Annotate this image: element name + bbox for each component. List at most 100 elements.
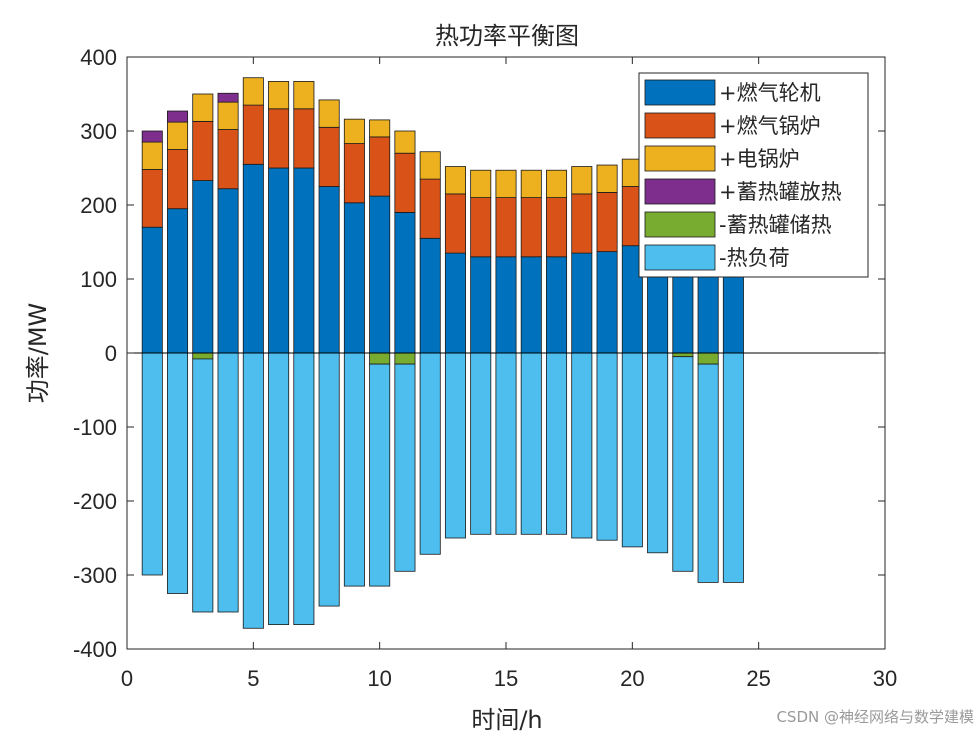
bar-6-t12 <box>419 352 441 555</box>
legend-swatch <box>644 211 716 238</box>
bar-6-t17 <box>546 352 568 535</box>
bar-6-t4 <box>217 352 239 613</box>
bar-3-t19 <box>596 164 618 193</box>
bar-2-t15 <box>495 197 517 258</box>
bar-1-t16 <box>520 256 542 354</box>
bar-3-t1 <box>141 141 163 170</box>
bar-1-t8 <box>318 186 340 354</box>
bar-5-t3 <box>192 352 214 360</box>
x-axis-label: 时间/h <box>471 706 542 734</box>
bar-6-t18 <box>571 352 593 539</box>
bar-6-t23 <box>697 363 719 583</box>
bar-6-t2 <box>167 352 189 594</box>
y-tick-label: -300 <box>73 563 117 588</box>
bar-2-t7 <box>293 108 315 169</box>
bar-3-t3 <box>192 93 214 122</box>
bar-1-t15 <box>495 256 517 354</box>
bar-1-t1 <box>141 226 163 354</box>
bar-5-t11 <box>394 352 416 365</box>
legend-label: +蓄热罐放热 <box>719 180 842 204</box>
bar-6-t3 <box>192 358 214 613</box>
x-tick-label: 25 <box>746 666 770 691</box>
bar-4-t1 <box>141 130 163 143</box>
bar-4-t4 <box>217 92 239 103</box>
legend-label: -蓄热罐储热 <box>719 213 832 237</box>
bar-6-t6 <box>268 352 290 625</box>
y-tick-label: 400 <box>80 45 117 70</box>
bar-6-t8 <box>318 352 340 607</box>
bar-3-t12 <box>419 151 441 180</box>
y-tick-label: -200 <box>73 489 117 514</box>
bar-6-t1 <box>141 352 163 576</box>
bar-2-t13 <box>444 193 466 254</box>
bar-3-t18 <box>571 166 593 195</box>
legend-swatch <box>644 79 716 106</box>
bar-1-t19 <box>596 251 618 354</box>
bar-2-t6 <box>268 108 290 169</box>
bar-6-t16 <box>520 352 542 535</box>
bar-3-t17 <box>546 169 568 199</box>
bar-3-t8 <box>318 99 340 128</box>
y-tick-label: -100 <box>73 415 117 440</box>
bar-3-t5 <box>242 77 264 106</box>
bar-2-t11 <box>394 152 416 213</box>
bar-1-t14 <box>470 256 492 354</box>
bar-1-t6 <box>268 167 290 354</box>
bar-6-t9 <box>343 352 365 587</box>
bar-2-t5 <box>242 104 264 165</box>
bar-2-t17 <box>546 197 568 258</box>
bar-1-t12 <box>419 237 441 354</box>
y-tick-label: 100 <box>80 267 117 292</box>
bar-2-t19 <box>596 192 618 253</box>
x-axis: 0 5 10 15 20 25 30 <box>121 57 897 691</box>
bar-2-t18 <box>571 193 593 254</box>
x-tick-label: 5 <box>247 666 259 691</box>
bar-3-t9 <box>343 118 365 144</box>
bar-1-t18 <box>571 252 593 354</box>
bar-1-t10 <box>369 195 391 354</box>
bar-3-t7 <box>293 81 315 110</box>
bar-6-t5 <box>242 352 264 629</box>
bar-3-t2 <box>167 121 189 150</box>
bar-1-t5 <box>242 163 264 354</box>
y-tick-label: 200 <box>80 193 117 218</box>
x-tick-label: 15 <box>494 666 518 691</box>
x-tick-label: 30 <box>873 666 897 691</box>
bar-1-t9 <box>343 202 365 354</box>
bar-3-t11 <box>394 130 416 154</box>
bar-2-t10 <box>369 136 391 197</box>
y-tick-label: 300 <box>80 119 117 144</box>
bar-2-t2 <box>167 149 189 210</box>
bar-5-t22 <box>672 352 694 358</box>
bar-6-t11 <box>394 363 416 572</box>
legend-label: +电锅炉 <box>719 147 800 171</box>
bar-3-t4 <box>217 101 239 130</box>
bar-3-t16 <box>520 169 542 199</box>
bar-2-t12 <box>419 178 441 239</box>
bar-1-t2 <box>167 208 189 354</box>
y-axis: -400 -300 -200 -100 0 100 200 300 400 <box>73 45 885 662</box>
x-tick-label: 20 <box>620 666 644 691</box>
bar-1-t4 <box>217 188 239 354</box>
bar-2-t16 <box>520 197 542 258</box>
bar-6-t24 <box>722 352 744 583</box>
bar-6-t21 <box>647 352 669 554</box>
legend-label: +燃气锅炉 <box>719 114 821 138</box>
bar-3-t14 <box>470 169 492 199</box>
bar-6-t20 <box>621 352 643 548</box>
legend-box <box>638 72 869 278</box>
bar-2-t1 <box>141 169 163 228</box>
bar-6-t15 <box>495 352 517 535</box>
bar-3-t15 <box>495 169 517 199</box>
bar-3-t13 <box>444 166 466 195</box>
legend-swatch <box>644 112 716 139</box>
bar-2-t9 <box>343 143 365 204</box>
bar-6-t19 <box>596 352 618 541</box>
bar-6-t10 <box>369 363 391 587</box>
legend-swatch <box>644 145 716 172</box>
x-tick-label: 10 <box>367 666 391 691</box>
x-tick-label: 0 <box>121 666 133 691</box>
bar-1-t11 <box>394 211 416 354</box>
bar-6-t22 <box>672 356 694 572</box>
